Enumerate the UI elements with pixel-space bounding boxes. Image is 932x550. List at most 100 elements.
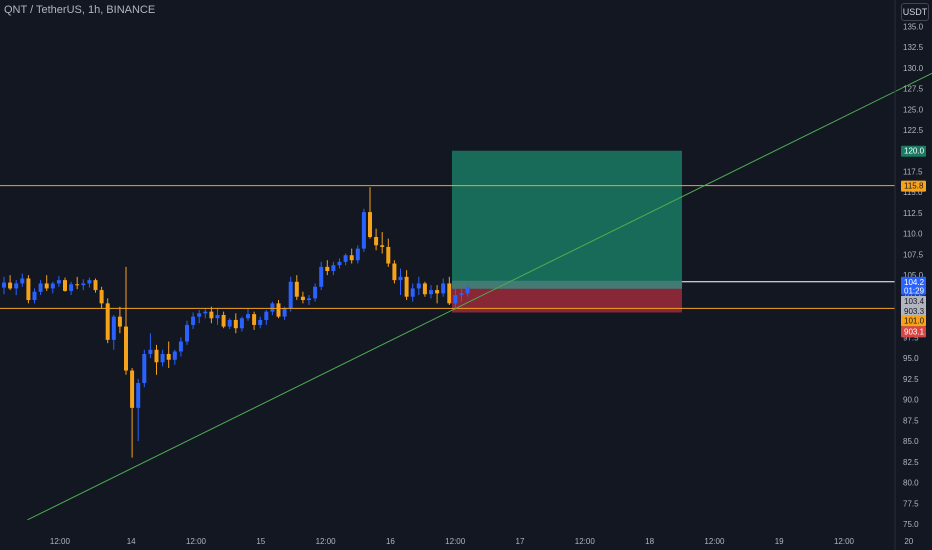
candle-body <box>331 265 336 272</box>
price-tick-label: 132.5 <box>903 43 924 52</box>
take-profit-label-bg <box>901 145 926 157</box>
candle-body <box>349 255 354 261</box>
candle-body <box>361 212 366 249</box>
candle-body <box>447 283 452 304</box>
trend-line <box>27 72 932 521</box>
price-tick-label: 92.5 <box>903 375 919 384</box>
price-tick-label: 110.0 <box>903 230 923 239</box>
time-tick-label: 12:00 <box>186 537 207 546</box>
candle-body <box>63 280 67 291</box>
candle-body <box>111 316 116 340</box>
time-tick-label: 12:00 <box>445 537 466 546</box>
candle-body <box>374 236 379 246</box>
time-tick-label: 12:00 <box>575 537 596 546</box>
price-tick-label: 130.0 <box>903 64 924 73</box>
candle-body <box>160 353 165 363</box>
position-zones <box>451 150 682 313</box>
candle-body <box>435 290 440 294</box>
candle-body <box>221 314 226 327</box>
price-tick-label: 90.0 <box>903 396 919 405</box>
time-tick-label: 17 <box>516 537 525 546</box>
candle-body <box>404 276 409 297</box>
candle-body <box>264 311 269 320</box>
price-tick-label: 135.0 <box>903 22 924 31</box>
candle-body <box>69 284 74 291</box>
time-tick-label: 19 <box>775 537 784 546</box>
candle-body <box>337 261 342 266</box>
candle-body <box>191 316 196 325</box>
candle-body <box>209 311 214 319</box>
price-tick-label: 82.5 <box>903 458 919 467</box>
profit-zone <box>451 150 682 282</box>
price-tick-label: 85.0 <box>903 437 919 446</box>
entry-price-label-bg <box>901 295 926 307</box>
current-price-label: 104.2 <box>904 278 925 287</box>
time-tick-label: 16 <box>386 537 395 546</box>
support-label-bg <box>901 315 926 327</box>
candle-body <box>239 318 244 329</box>
candle-body <box>124 326 128 371</box>
time-tick-label: 14 <box>127 537 136 546</box>
candle-body <box>282 308 287 317</box>
time-tick-label: 15 <box>256 537 265 546</box>
time-tick-label: 12:00 <box>50 537 71 546</box>
price-tick-label: 125.0 <box>903 105 924 114</box>
candle-body <box>178 341 183 352</box>
candle-body <box>380 245 385 247</box>
candle-body <box>197 313 202 317</box>
take-profit-label: 120.0 <box>904 147 925 156</box>
price-tick-label: 77.5 <box>903 499 919 508</box>
currency-button[interactable]: USDT <box>901 3 929 21</box>
candle-body <box>130 370 135 408</box>
price-tick-label: 75.0 <box>903 520 919 529</box>
price-tick-label: 87.5 <box>903 416 919 425</box>
candle-body <box>355 248 360 261</box>
current-price-label: 01:29 <box>904 286 925 295</box>
price-tick-label: 105.0 <box>903 271 924 280</box>
price-tick-label: 80.0 <box>903 479 919 488</box>
candle-body <box>75 284 80 286</box>
time-tick-label: 20 <box>904 537 913 546</box>
time-axis[interactable]: 12:00 14 12:00 15 12:00 16 12:00 17 12:00 18 12:00… <box>50 537 914 546</box>
candle-body <box>32 291 37 301</box>
candle-body <box>398 276 403 281</box>
chart-lines <box>0 72 932 521</box>
risk-price-label-bg <box>901 305 926 317</box>
candle-body <box>343 255 348 262</box>
candle-body <box>8 282 13 289</box>
candle-body <box>172 351 177 360</box>
candle-body <box>392 263 397 281</box>
candle-body <box>105 303 110 340</box>
candle-body <box>44 283 49 289</box>
candle-body <box>81 283 86 286</box>
candle-body <box>136 382 141 408</box>
time-tick-label: 12:00 <box>316 537 337 546</box>
candle-body <box>154 349 159 363</box>
candle-body <box>410 288 415 297</box>
price-tick-label: 97.5 <box>903 333 919 342</box>
time-tick-label: 12:00 <box>834 537 855 546</box>
candle-body <box>56 280 61 284</box>
current-price-label-bg <box>901 276 926 295</box>
candle-body <box>416 283 421 289</box>
price-tick-label: 112.5 <box>903 209 923 218</box>
resistance-label: 115.8 <box>904 182 924 191</box>
candle-body <box>2 282 6 288</box>
price-tick-label: 122.5 <box>903 126 924 135</box>
candle-body <box>300 296 305 301</box>
time-tick-label: 18 <box>645 537 654 546</box>
candle-body <box>26 278 31 301</box>
risk-price-label: 903.3 <box>904 307 925 316</box>
price-tick-label: 95.0 <box>903 354 919 363</box>
candle-body <box>148 349 153 354</box>
candle-body <box>20 278 25 284</box>
candle-body <box>14 283 19 289</box>
candle-body <box>142 353 147 383</box>
candle-body <box>325 266 330 272</box>
resistance-label-bg <box>901 180 926 192</box>
price-tick-label: 115.0 <box>903 188 923 197</box>
candle-body <box>227 319 232 327</box>
candle-body <box>99 290 104 304</box>
